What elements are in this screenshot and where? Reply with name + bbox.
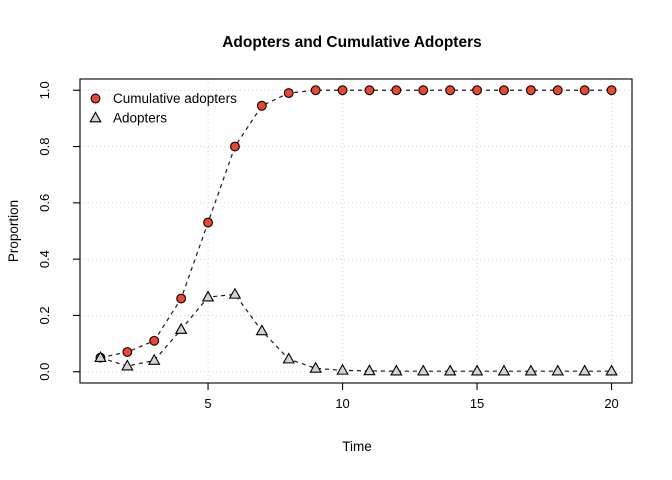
y-axis-label: Proportion [6, 200, 21, 262]
data-point-triangle [417, 364, 430, 376]
y-tick-label: 0.4 [37, 250, 52, 268]
x-tick-label: 15 [470, 396, 484, 411]
data-point-circle [445, 85, 456, 96]
data-point-circle [310, 85, 321, 96]
x-axis-label: Time [342, 439, 372, 454]
data-point-triangle [551, 364, 564, 376]
data-point-triangle [201, 290, 215, 302]
chart-title: Adopters and Cumulative Adopters [222, 34, 482, 51]
data-point-circle [364, 85, 375, 96]
plot-box [79, 78, 633, 384]
data-point-triangle [336, 363, 349, 375]
data-point-triangle [578, 364, 591, 376]
data-point-triangle [282, 352, 295, 364]
data-point-triangle [228, 287, 242, 299]
grid [80, 79, 632, 383]
data-point-circle [418, 85, 429, 96]
data-point-circle [283, 88, 294, 99]
data-point-triangle [363, 364, 376, 376]
data-point-circle [337, 85, 348, 96]
data-point-triangle [390, 364, 403, 376]
data-point-circle [176, 293, 187, 304]
data-point-circle [579, 85, 590, 96]
data-point-circle [525, 85, 536, 96]
data-point-triangle [255, 324, 269, 336]
legend: Cumulative adopters Adopters [89, 91, 237, 126]
data-point-circle [391, 85, 402, 96]
data-point-circle [256, 100, 267, 111]
data-point-triangle [94, 350, 107, 363]
data-point-triangle [121, 359, 134, 371]
data-point-triangle [174, 322, 188, 334]
series-layer [94, 85, 618, 376]
data-point-triangle [605, 364, 618, 376]
x-tick-label: 5 [204, 396, 211, 411]
data-point-triangle [524, 364, 538, 376]
data-point-circle [122, 347, 133, 357]
legend-label: Adopters [113, 111, 167, 126]
data-point-circle [149, 335, 160, 346]
data-point-triangle [148, 353, 161, 365]
series-line [100, 89, 612, 359]
y-tick-label: 0.0 [37, 363, 52, 381]
x-axis-ticks: 5 10 15 20 [204, 383, 619, 411]
data-point-circle [229, 141, 240, 152]
legend-label: Cumulative adopters [113, 91, 237, 106]
y-tick-label: 1.0 [37, 81, 52, 99]
y-tick-label: 0.2 [37, 306, 52, 324]
series-line [100, 293, 612, 372]
data-point-triangle [443, 364, 457, 376]
data-point-circle [203, 217, 213, 228]
data-point-triangle [470, 364, 484, 376]
data-point-circle [499, 85, 509, 96]
data-point-circle [472, 85, 483, 96]
y-axis-ticks: 0.0 0.2 0.4 0.6 0.8 1.0 [37, 81, 80, 381]
data-point-triangle [309, 361, 322, 373]
y-tick-label: 0.8 [37, 138, 52, 156]
x-tick-label: 10 [335, 396, 349, 411]
x-tick-label: 20 [604, 396, 618, 411]
legend-marker-circle [90, 93, 101, 104]
y-tick-label: 0.6 [37, 194, 52, 212]
data-point-circle [606, 85, 617, 96]
data-point-circle [552, 85, 563, 96]
data-point-triangle [497, 364, 511, 376]
legend-marker-triangle [89, 111, 102, 123]
